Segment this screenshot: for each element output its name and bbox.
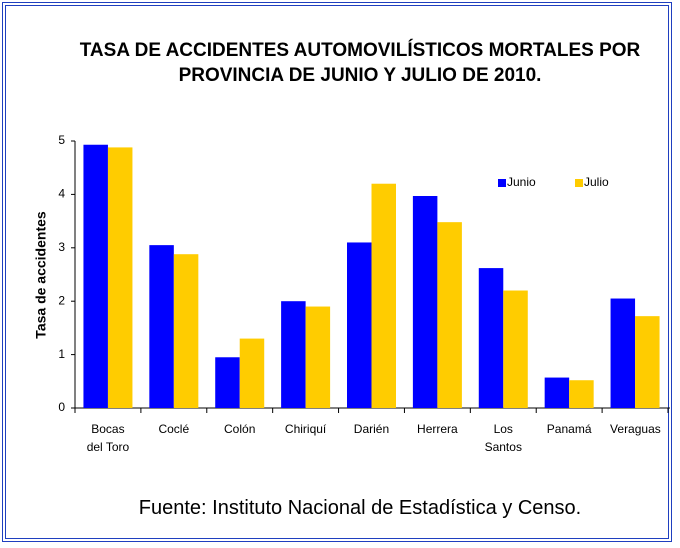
bar — [478, 268, 504, 408]
bar — [371, 183, 396, 408]
x-tick-label-box: Veraguas — [602, 420, 668, 438]
bar — [215, 357, 240, 408]
source-note: Fuente: Instituto Nacional de Estadístic… — [138, 497, 582, 519]
x-tick-label: Darién — [353, 422, 390, 436]
x-tick-label: Chiriquí — [284, 422, 327, 436]
bar — [173, 254, 199, 408]
bar — [347, 242, 372, 408]
bar — [239, 338, 265, 408]
bar — [437, 222, 462, 408]
x-tick-label: Veraguas — [610, 422, 661, 436]
legend-swatch — [498, 179, 506, 187]
y-tick-label: 4 — [58, 187, 65, 201]
bar — [635, 316, 660, 408]
x-tick-label-box: Colón — [207, 420, 273, 438]
bar — [412, 196, 438, 408]
frame — [2, 2, 672, 542]
bar — [149, 245, 174, 408]
y-tick-label: 2 — [58, 293, 65, 307]
bar — [107, 147, 133, 408]
y-tick-label: 5 — [58, 133, 65, 147]
legend-swatch — [575, 179, 583, 187]
x-tick-label-box: Herrera — [404, 420, 470, 438]
x-tick-label-box: Panamá — [536, 420, 602, 438]
bar — [544, 377, 570, 408]
y-axis-label: Tasa de accidentes — [33, 211, 49, 339]
y-tick-label: 1 — [58, 347, 65, 361]
bar — [83, 144, 108, 408]
x-tick-label: Panamá — [546, 422, 592, 436]
bar — [610, 298, 636, 408]
bar — [503, 290, 528, 408]
x-tick-label-box: Bocas del Toro — [75, 420, 141, 456]
y-tick-label: 0 — [58, 400, 65, 414]
x-tick-label: Herrera — [417, 422, 458, 436]
x-tick-label: Coclé — [158, 422, 190, 436]
legend-label: Junio — [507, 175, 536, 189]
chart-title: TASA DE ACCIDENTES AUTOMOVILÍSTICOS MORT… — [79, 40, 641, 86]
bar — [569, 380, 594, 408]
y-tick-label: 3 — [58, 240, 65, 254]
x-tick-label: Bocas del Toro — [86, 422, 130, 454]
x-tick-label-box: Los Santos — [470, 420, 536, 456]
x-tick-label-box: Darién — [339, 420, 405, 438]
bar — [281, 301, 306, 408]
legend-label: Julio — [584, 175, 609, 189]
x-tick-label: Colón — [224, 422, 256, 436]
x-tick-label-box: Coclé — [141, 420, 207, 438]
x-tick-label: Los Santos — [484, 422, 522, 454]
bar — [305, 306, 331, 408]
x-tick-label-box: Chiriquí — [273, 420, 339, 438]
